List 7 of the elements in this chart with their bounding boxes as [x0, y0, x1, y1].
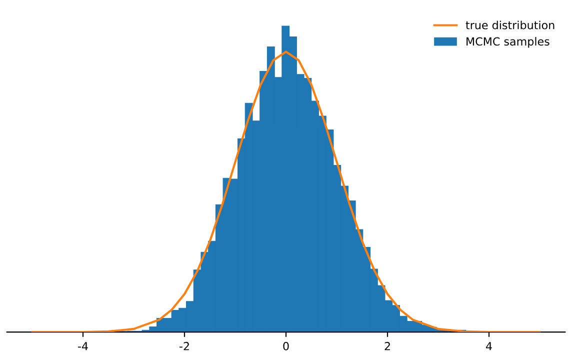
x-tick-label: 4 — [486, 342, 492, 350]
legend-label: MCMC samples — [466, 37, 550, 48]
legend-label: true distribution — [466, 20, 554, 30]
x-tick-label: 0 — [283, 342, 289, 350]
x-tick-label: 2 — [384, 342, 390, 350]
x-tick-label: -2 — [180, 342, 189, 350]
x-tick-label: -4 — [78, 342, 88, 350]
